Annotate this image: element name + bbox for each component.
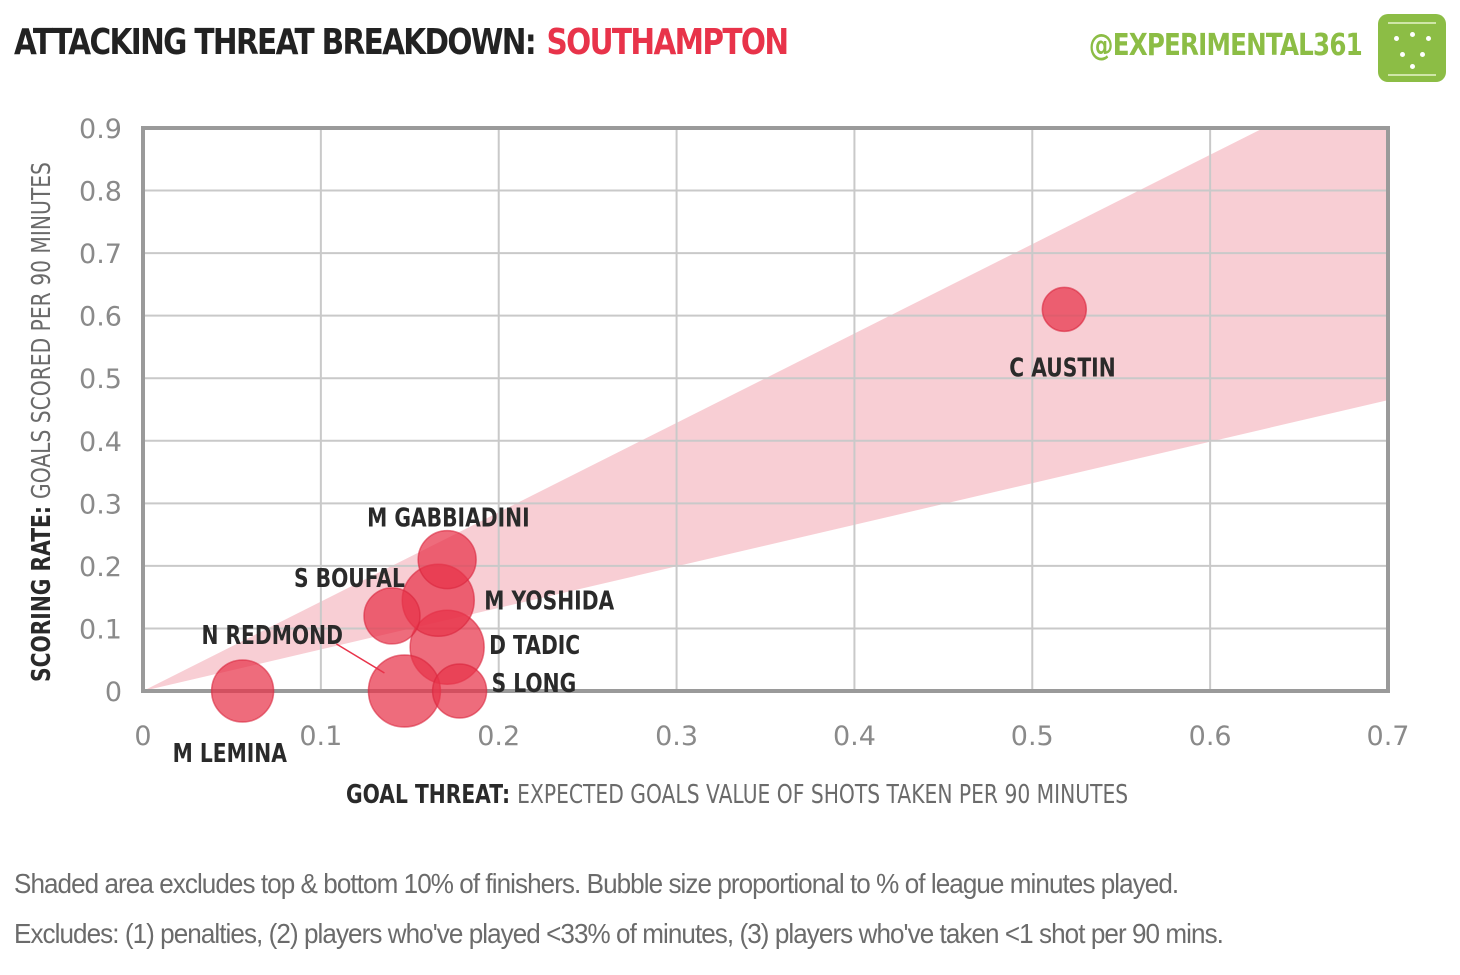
title-team: SOUTHAMPTON: [546, 22, 790, 63]
bubble-label: M GABBIADINI: [367, 503, 530, 533]
x-tick-label: 0.5: [1011, 721, 1054, 752]
x-tick-label: 0.3: [655, 721, 698, 752]
y-tick-label: 0.7: [79, 239, 122, 270]
bubble: [363, 587, 421, 645]
leader-line: [336, 643, 385, 674]
x-tick-label: 0: [134, 721, 151, 752]
plot-frame: [141, 126, 1390, 693]
y-tick-label: 0.6: [79, 302, 122, 333]
title-main: ATTACKING THREAT BREAKDOWN:: [14, 22, 537, 63]
x-axis-label: GOAL THREAT: EXPECTED GOALS VALUE OF SHO…: [346, 780, 1128, 810]
y-tick-label: 0.2: [79, 552, 122, 583]
bubble-label: N REDMOND: [201, 621, 342, 651]
x-tick-label: 0.2: [477, 721, 520, 752]
twitter-handle: @EXPERIMENTAL361: [1089, 28, 1363, 63]
bubble: [367, 654, 442, 728]
y-tick-label: 0.8: [79, 177, 122, 208]
shaded-band: [143, 128, 1388, 691]
y-tick-label: 0.1: [79, 614, 122, 645]
y-tick-label: 0.5: [79, 364, 122, 395]
y-axis-label: SCORING RATE: GOALS SCORED PER 90 MINUTE…: [27, 162, 57, 682]
y-tick-label: 0.4: [79, 427, 122, 458]
bubble-label: S BOUFAL: [294, 564, 405, 594]
bubble-label: S LONG: [492, 669, 577, 699]
footnote-1: Shaded area excludes top & bottom 10% of…: [14, 868, 1179, 899]
x-tick-label: 0.4: [833, 721, 876, 752]
bubble-label: D TADIC: [489, 631, 580, 661]
footnote-2: Excludes: (1) penalties, (2) players who…: [14, 918, 1224, 949]
y-tick-label: 0.9: [79, 114, 122, 145]
bubble: [431, 663, 488, 719]
y-tick-label: 0: [105, 677, 122, 708]
pitch-logo-icon: [1378, 14, 1446, 82]
bubble-label: M YOSHIDA: [484, 586, 614, 616]
x-tick-label: 0.1: [299, 721, 342, 752]
bubble-label: M LEMINA: [173, 739, 287, 769]
y-tick-label: 0.3: [79, 489, 122, 520]
bubble-label: C AUSTIN: [1009, 353, 1115, 383]
x-tick-label: 0.6: [1189, 721, 1232, 752]
chart-title: ATTACKING THREAT BREAKDOWN: SOUTHAMPTON: [14, 22, 790, 63]
bubble: [210, 659, 275, 723]
x-tick-label: 0.7: [1367, 721, 1410, 752]
bubble: [1041, 286, 1088, 333]
bubble: [417, 529, 477, 590]
